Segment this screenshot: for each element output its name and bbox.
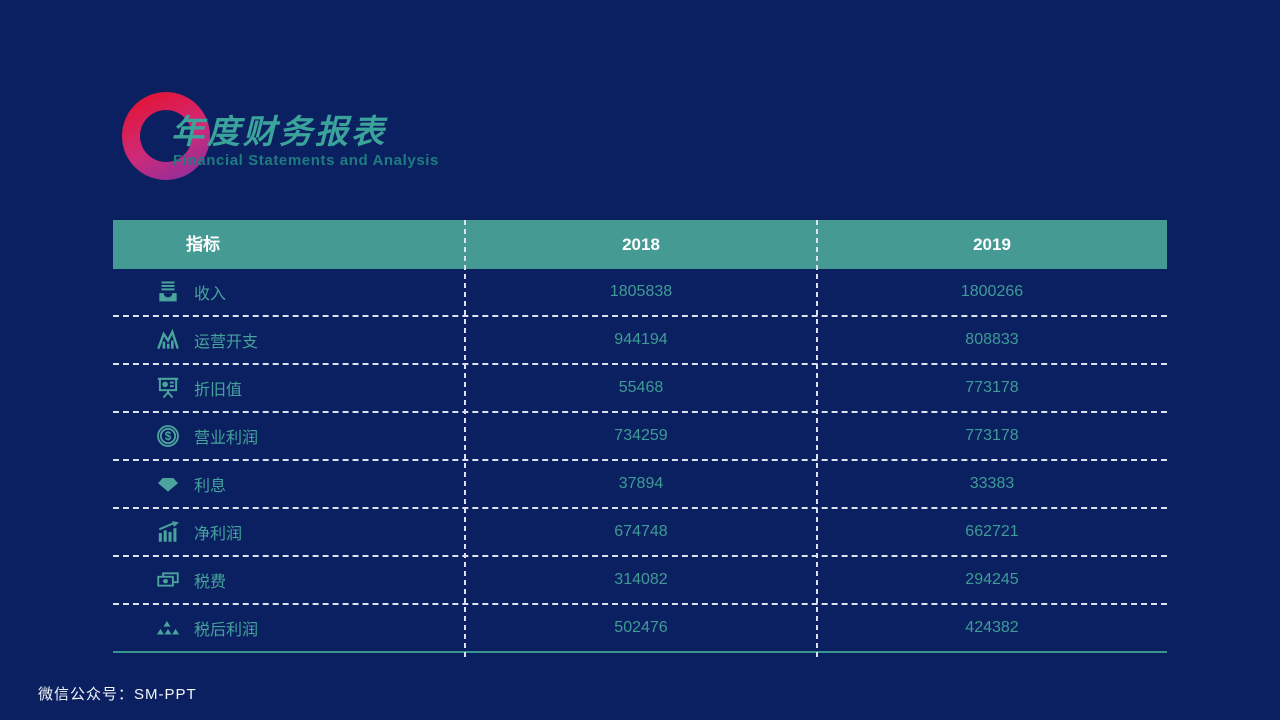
bar-chart-growth-icon: [158, 520, 179, 542]
svg-text:$: $: [165, 429, 172, 443]
table-row: 运营开支 944194 808833: [113, 317, 1167, 365]
value-2018: 674748: [614, 523, 668, 540]
table-header-row: 指标 2018 2019: [113, 220, 1167, 269]
value-2019: 662721: [965, 523, 1019, 540]
row-label: 收入: [194, 286, 227, 303]
row-label: 折旧值: [194, 382, 243, 399]
value-2019: 33383: [969, 475, 1015, 492]
gradient-ring-logo: [122, 92, 210, 180]
row-label: 税费: [194, 574, 227, 591]
table-row: 税费 314082 294245: [113, 557, 1167, 605]
value-2019: 424382: [965, 619, 1019, 636]
row-label-cell: 折旧值: [113, 375, 465, 401]
inbox-revenue-icon: [159, 281, 177, 302]
table-row: 税后利润 502476 424382: [113, 605, 1167, 651]
gold-bars-icon: [156, 620, 180, 635]
banknotes-icon: [157, 572, 179, 587]
gem-icon: [158, 478, 178, 492]
row-label-cell: 净利润: [113, 519, 465, 545]
value-2019: 1800266: [960, 283, 1024, 300]
table-row: 净利润 674748 662721: [113, 509, 1167, 557]
row-label-cell: 税费: [113, 567, 465, 593]
ring-hole: [140, 110, 192, 162]
row-label-cell: 收入: [113, 279, 465, 305]
row-label: 税后利润: [194, 622, 259, 639]
value-2019: 773178: [965, 427, 1019, 444]
table-row: $ 营业利润 734259 773178: [113, 413, 1167, 461]
page-title: 年度财务报表: [171, 113, 387, 150]
value-2018: 55468: [618, 379, 664, 396]
value-2018: 734259: [614, 427, 668, 444]
value-2019: 294245: [965, 571, 1019, 588]
column-header-2018: 2018: [622, 235, 660, 254]
value-2018: 502476: [614, 619, 668, 636]
presentation-board-icon: [157, 377, 179, 399]
column-divider: [464, 220, 466, 661]
table-row: 收入 1805838 1800266: [113, 269, 1167, 317]
row-label: 运营开支: [194, 334, 259, 351]
value-2019: 773178: [965, 379, 1019, 396]
column-header-indicator: 指标: [186, 235, 220, 254]
row-label: 净利润: [194, 526, 243, 543]
column-header-2019: 2019: [973, 235, 1011, 254]
value-2018: 1805838: [609, 283, 673, 300]
dollar-coin-icon: $: [157, 425, 179, 447]
row-label: 营业利润: [194, 430, 259, 447]
value-2018: 944194: [614, 331, 668, 348]
title-block: 年度财务报表 Financial Statements and Analysis: [171, 113, 439, 170]
column-divider: [816, 220, 818, 661]
row-label-cell: 利息: [113, 471, 465, 497]
table-row: 利息 37894 33383: [113, 461, 1167, 509]
page-subtitle: Financial Statements and Analysis: [173, 152, 439, 170]
table-row: 折旧值 55468 773178: [113, 365, 1167, 413]
wechat-footer: 微信公众号：SM-PPT: [38, 686, 197, 703]
row-label: 利息: [194, 478, 227, 495]
value-2018: 37894: [618, 475, 664, 492]
value-2018: 314082: [614, 571, 668, 588]
value-2019: 808833: [965, 331, 1019, 348]
peaks-chart-icon: [157, 328, 179, 350]
row-label-cell: 运营开支: [113, 327, 465, 353]
financial-table: 指标 2018 2019 收入 1805838 1800266: [113, 220, 1167, 661]
row-label-cell: 税后利润: [113, 615, 465, 641]
row-label-cell: $ 营业利润: [113, 423, 465, 449]
